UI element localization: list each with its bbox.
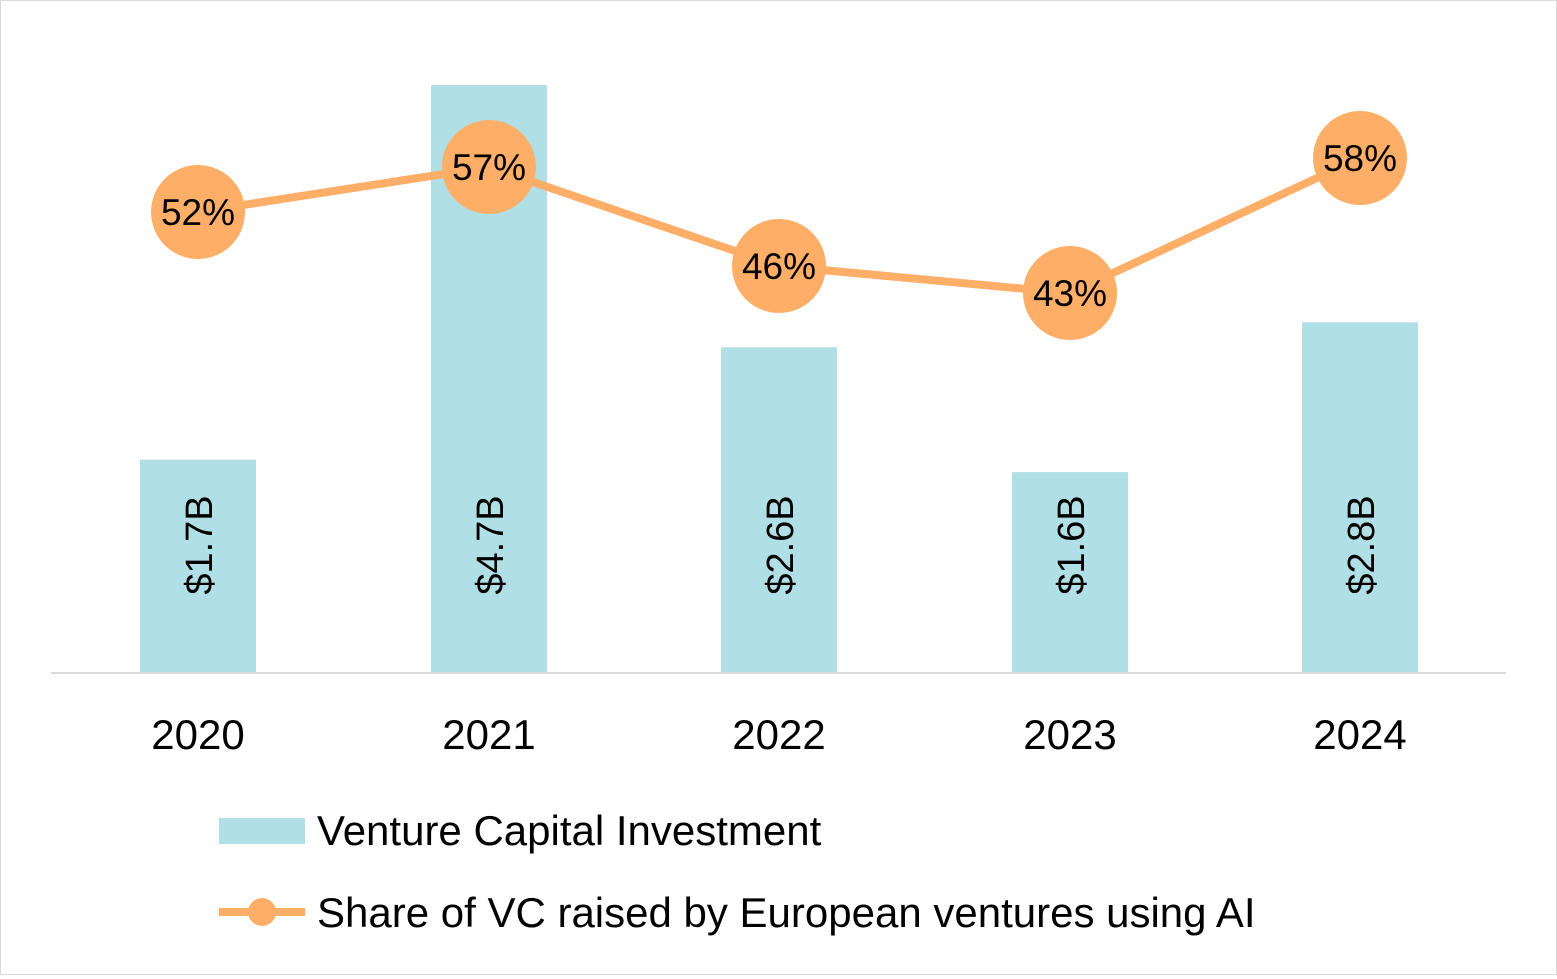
x-tick-label: 2023 <box>1023 711 1116 758</box>
x-tick-label: 2020 <box>151 711 244 758</box>
legend-label-bar: Venture Capital Investment <box>317 807 822 854</box>
line-series: 52% 57% 46% 43% 58% <box>151 111 1407 340</box>
line-data-label: 57% <box>452 147 526 188</box>
legend-item-bar: Venture Capital Investment <box>219 807 822 854</box>
legend-label-line: Share of VC raised by European ventures … <box>317 889 1256 936</box>
x-axis-tick-labels: 2020 2021 2022 2023 2024 <box>151 711 1406 758</box>
bar-data-label: $4.7B <box>470 495 512 594</box>
line-data-label: 46% <box>742 246 816 287</box>
legend: Venture Capital Investment Share of VC r… <box>219 807 1256 936</box>
legend-marker-dot <box>248 898 276 926</box>
bar-2023 <box>1012 472 1128 672</box>
bar-data-label: $1.7B <box>179 495 221 594</box>
line-marker-2022 <box>732 219 826 313</box>
x-tick-label: 2021 <box>442 711 535 758</box>
bar-2020 <box>140 459 256 672</box>
line-marker-2020 <box>151 165 245 259</box>
line-data-label: 43% <box>1033 273 1107 314</box>
line-marker-2023 <box>1023 246 1117 340</box>
x-tick-label: 2024 <box>1313 711 1406 758</box>
bar-data-label: $2.8B <box>1341 495 1383 594</box>
bar-2022 <box>721 347 837 672</box>
line-marker-2024 <box>1313 111 1407 205</box>
bar-2024 <box>1302 322 1418 672</box>
x-tick-label: 2022 <box>732 711 825 758</box>
legend-item-line: Share of VC raised by European ventures … <box>219 889 1256 936</box>
bar-data-labels: $1.7B $4.7B $2.6B $1.6B $2.8B <box>179 495 1383 594</box>
legend-swatch-bar <box>219 818 305 844</box>
line-data-label: 58% <box>1323 138 1397 179</box>
line-data-label: 52% <box>161 192 235 233</box>
line-marker-2021 <box>442 120 536 214</box>
bar-data-label: $1.6B <box>1051 495 1093 594</box>
bar-data-label: $2.6B <box>760 495 802 594</box>
